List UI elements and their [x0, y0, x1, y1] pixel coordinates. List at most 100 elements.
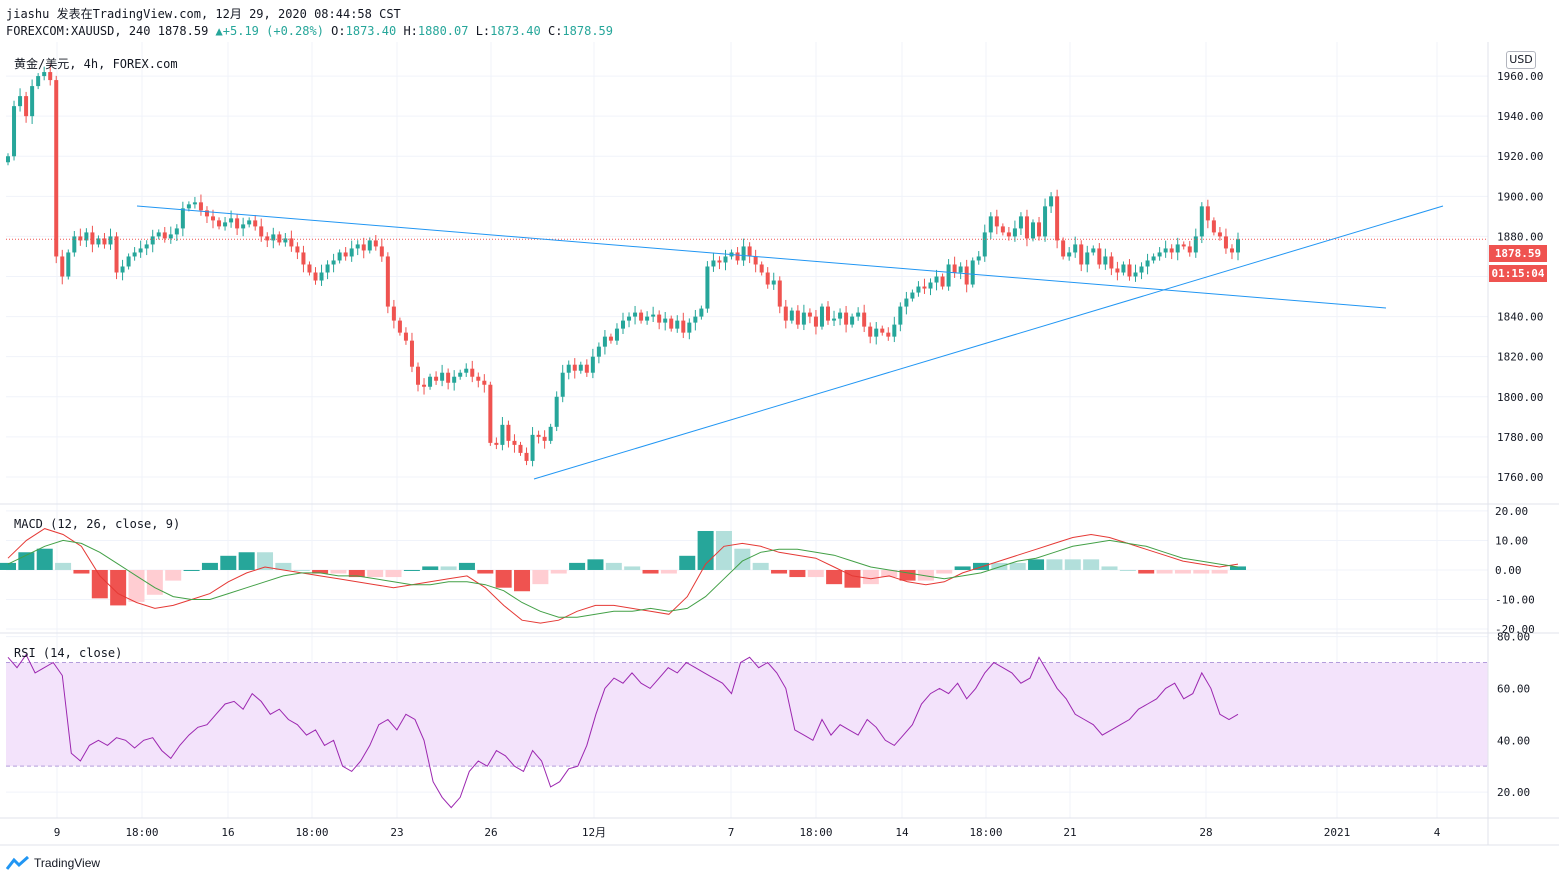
rsi-tick-label: 80.00	[1497, 631, 1530, 644]
candle-body	[627, 316, 632, 321]
macd-histogram-bar	[128, 569, 145, 602]
candle-body	[506, 424, 511, 441]
candle-body	[886, 332, 891, 337]
macd-histogram-bar	[55, 562, 72, 570]
macd-histogram-bar	[330, 569, 347, 574]
candle-body	[633, 312, 638, 317]
macd-line	[7, 528, 1239, 624]
macd-histogram-bar	[972, 562, 989, 570]
y-tick-label: 1880.00	[1497, 230, 1543, 243]
macd-pane	[0, 528, 1246, 624]
macd-histogram-bar	[1101, 566, 1118, 570]
candle-body	[259, 226, 264, 237]
candle-body	[976, 256, 981, 261]
candle-body	[247, 220, 252, 225]
candle-body	[1055, 196, 1060, 241]
macd-histogram-bar	[1230, 566, 1246, 570]
macd-histogram-bar	[403, 569, 420, 571]
candle-body	[614, 328, 619, 341]
candle-body	[518, 444, 523, 453]
candle-body	[446, 372, 451, 383]
candle-body	[910, 292, 915, 299]
candle-body	[741, 246, 746, 261]
candle-body	[452, 376, 457, 383]
y-tick-label: 1940.00	[1497, 110, 1543, 123]
x-tick-label: 2021	[1324, 826, 1351, 839]
candle-body	[512, 440, 517, 445]
candle-body	[657, 314, 662, 323]
x-tick-label: 28	[1199, 826, 1212, 839]
candle-body	[590, 356, 595, 373]
y-tick-label: 1960.00	[1497, 70, 1543, 83]
candle-body	[832, 318, 837, 321]
macd-histogram-bar	[458, 562, 475, 570]
candle-body	[204, 210, 209, 217]
macd-histogram-bar	[238, 552, 255, 570]
candle-body	[223, 222, 228, 227]
candle-body	[313, 272, 318, 281]
macd-histogram-bar	[201, 562, 218, 570]
candle-body	[1205, 206, 1210, 221]
candle-body	[1000, 226, 1005, 233]
candle-body	[645, 316, 650, 321]
symbol: FOREXCOM:XAUUSD, 240	[6, 24, 151, 38]
rsi-line	[7, 653, 1239, 809]
candle-body	[572, 364, 577, 371]
candle-body	[711, 260, 716, 267]
candle-body	[186, 204, 191, 209]
candle-body	[217, 220, 222, 227]
macd-histogram-bar	[1009, 562, 1026, 570]
currency-button[interactable]: USD	[1506, 51, 1536, 69]
x-tick-label: 23	[390, 826, 403, 839]
macd-histogram-bar	[789, 569, 806, 578]
candle-body	[850, 316, 855, 325]
candle-body	[723, 256, 728, 263]
candle-body	[596, 346, 601, 357]
candle-body	[1211, 220, 1216, 233]
rsi-pane	[6, 653, 1488, 809]
macd-histogram-bar	[110, 569, 127, 606]
macd-histogram-bar	[587, 559, 604, 570]
last-value: 1878.59	[157, 24, 209, 38]
trendline-descending	[136, 205, 1387, 309]
brand[interactable]: TradingView	[6, 856, 100, 870]
candle-body	[241, 224, 246, 229]
candle-body	[759, 264, 764, 273]
open-value: 1873.40	[345, 24, 397, 38]
candle-body	[1006, 232, 1011, 237]
candle-body	[801, 312, 806, 325]
candle-body	[120, 266, 125, 273]
macd-histogram-bar	[862, 569, 879, 585]
candle-body	[904, 298, 909, 307]
candle-body	[464, 368, 469, 373]
candle-body	[168, 234, 173, 239]
candle-body	[807, 312, 812, 317]
candle-body	[988, 216, 993, 233]
candle-body	[536, 434, 541, 437]
publish-info: jiashu 发表在TradingView.com, 12月 29, 2020 …	[6, 7, 401, 21]
candle-body	[470, 368, 475, 377]
candle-body	[174, 228, 179, 235]
candle-body	[982, 232, 987, 257]
candle-body	[838, 312, 843, 319]
macd-histogram-bar	[275, 562, 292, 570]
x-tick-label: 18:00	[799, 826, 832, 839]
candle-body	[391, 306, 396, 321]
trendline-ascending	[533, 205, 1444, 480]
macd-histogram-bar	[642, 569, 659, 574]
candle-body	[18, 96, 23, 107]
open-label: O:	[331, 24, 346, 38]
candle-body	[458, 372, 463, 377]
y-tick-label: 1780.00	[1497, 431, 1543, 444]
y-tick-label: 1840.00	[1497, 311, 1543, 324]
macd-histogram-bar	[532, 569, 549, 585]
candle-body	[1139, 266, 1144, 273]
x-tick-label: 18:00	[969, 826, 1002, 839]
x-tick-label: 16	[221, 826, 234, 839]
candle-body	[66, 252, 71, 277]
up-arrow-icon: ▲	[215, 24, 223, 38]
candle-body	[934, 276, 939, 283]
candle-body	[416, 366, 420, 385]
candle-body	[1103, 256, 1108, 265]
macd-histogram-bar	[715, 530, 732, 570]
